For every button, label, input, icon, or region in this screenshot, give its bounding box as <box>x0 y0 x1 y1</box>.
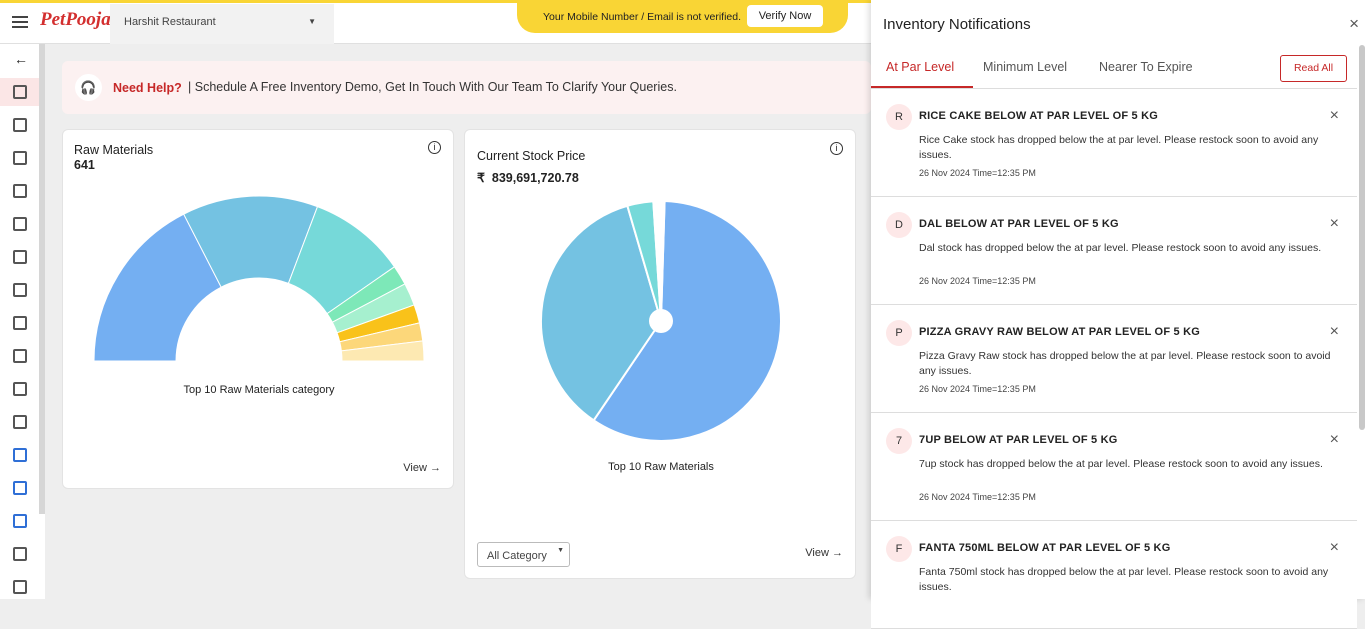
notification-time: 26 Nov 2024 Time=12:35 PM <box>919 384 1036 394</box>
notification-text: Fanta 750ml stock has dropped below the … <box>919 566 1329 593</box>
nav-icon[interactable] <box>13 415 27 429</box>
active-nav <box>0 78 39 106</box>
notification-title: PIZZA GRAVY RAW BELOW AT PAR LEVEL OF 5 … <box>919 326 1200 338</box>
nav-icon[interactable] <box>13 382 27 396</box>
nav-icon[interactable] <box>13 250 27 264</box>
headset-icon: 🎧 <box>75 74 102 101</box>
card-title: Current Stock Price <box>477 149 586 163</box>
sidebar <box>0 44 45 599</box>
notification: 7 7UP BELOW AT PAR LEVEL OF 5 KG 7up stock… <box>871 413 1357 521</box>
pie-slice <box>652 200 666 322</box>
pie-slice <box>592 200 782 442</box>
nav-icon[interactable] <box>13 217 27 231</box>
tab[interactable]: At Par Level <box>886 60 955 74</box>
nav-icon[interactable] <box>13 151 27 165</box>
verify-button[interactable]: Verify Now <box>747 5 823 27</box>
notification: P PIZZA GRAVY RAW BELOW AT PAR LEVEL OF 5… <box>871 305 1357 413</box>
view-text: View <box>805 547 829 559</box>
nav-icon[interactable] <box>13 481 27 495</box>
nav-icon[interactable] <box>13 316 27 330</box>
pie-chart <box>540 200 782 442</box>
category-text: All Category <box>487 550 547 562</box>
notification-text: Pizza Gravy Raw stock has dropped below … <box>919 350 1331 377</box>
avatar: D <box>886 212 912 238</box>
stock-price-card: Current Stock Price ₹ 839,691,720.78 i T… <box>464 129 856 579</box>
view-link[interactable]: View → <box>403 462 441 474</box>
chart-caption: Top 10 Raw Materials category <box>183 384 335 396</box>
nav-icon[interactable] <box>13 547 27 561</box>
nav-icon[interactable] <box>13 184 27 198</box>
nav-icon[interactable] <box>13 349 27 363</box>
nav-icon[interactable] <box>13 85 27 99</box>
info-icon[interactable]: i <box>830 142 843 155</box>
active-tab-underline <box>871 46 973 88</box>
verify-banner: Your Mobile Number / Email is not verifi… <box>517 0 848 33</box>
info-icon[interactable]: i <box>428 141 441 154</box>
banner-text: Your Mobile Number / Email is not verifi… <box>543 11 742 23</box>
tab[interactable]: Nearer To Expire <box>1099 60 1193 74</box>
nav-icon[interactable] <box>13 448 27 462</box>
nav-icon[interactable] <box>13 118 27 132</box>
notification-time: 26 Nov 2024 Time=12:35 PM <box>919 276 1036 286</box>
notification-title: DAL BELOW AT PAR LEVEL OF 5 KG <box>919 218 1119 230</box>
help-desc: Schedule A Free Inventory Demo, Get In T… <box>194 80 677 94</box>
close-icon[interactable]: × <box>1329 215 1339 232</box>
avatar: F <box>886 536 912 562</box>
back-icon[interactable]: ← <box>14 51 28 67</box>
tab[interactable]: Minimum Level <box>983 60 1068 74</box>
notification-text: 7up stock has dropped below the at par l… <box>919 458 1323 470</box>
avatar: 7 <box>886 428 912 454</box>
scrollbar <box>1359 45 1365 430</box>
card-value: ₹ 839,691,720.78 <box>477 171 579 185</box>
card-title: Raw Materials <box>74 143 154 157</box>
chart-caption: Top 10 Raw Materials <box>608 461 714 473</box>
avatar: R <box>886 104 912 130</box>
donut-segment <box>340 340 425 362</box>
close-icon[interactable]: × <box>1329 107 1339 124</box>
close-icon[interactable]: × <box>1329 323 1339 340</box>
view-link[interactable]: View → <box>805 547 843 559</box>
category-select[interactable]: All Category ▼ <box>477 542 570 567</box>
nav-icon[interactable] <box>13 283 27 297</box>
notification-title: FANTA 750ML BELOW AT PAR LEVEL OF 5 KG <box>919 542 1171 554</box>
view-text: View <box>403 462 427 474</box>
pie-slice <box>540 204 663 422</box>
close-icon[interactable]: × <box>1329 431 1339 448</box>
card-value: 641 <box>74 158 95 172</box>
read-all-button[interactable]: Read All <box>1280 55 1347 82</box>
help-title: Need Help? <box>113 81 182 95</box>
restaurant-name: Harshit Restaurant <box>124 16 216 28</box>
logo[interactable]: PetPooja <box>40 9 111 30</box>
notification: D DAL BELOW AT PAR LEVEL OF 5 KG Dal stock… <box>871 197 1357 305</box>
menu-icon[interactable] <box>12 16 28 28</box>
pie-hole <box>649 309 673 333</box>
notification-time: 26 Nov 2024 Time=12:35 PM <box>919 492 1036 502</box>
notification-title: 7UP BELOW AT PAR LEVEL OF 5 KG <box>919 434 1118 446</box>
restaurant-select[interactable]: Harshit Restaurant ▼ <box>110 4 334 44</box>
notification-title: RICE CAKE BELOW AT PAR LEVEL OF 5 KG <box>919 110 1159 122</box>
nav-icon[interactable] <box>13 514 27 528</box>
help-text: | Schedule A Free Inventory Demo, Get In… <box>188 80 677 94</box>
close-icon[interactable]: × <box>1329 539 1339 556</box>
help-banner: 🎧 Need Help? | Schedule A Free Inventory… <box>62 61 871 114</box>
avatar: P <box>886 320 912 346</box>
half-donut-chart <box>93 195 425 362</box>
donut-segment <box>93 213 222 362</box>
notification-text: Rice Cake stock has dropped below the at… <box>919 134 1319 161</box>
nav-icon[interactable] <box>13 580 27 594</box>
notification-text: Dal stock has dropped below the at par l… <box>919 242 1322 254</box>
notification: R RICE CAKE BELOW AT PAR LEVEL OF 5 KG Ric… <box>871 89 1357 197</box>
raw-materials-card: Raw Materials 641 i Top 10 Raw Materials… <box>62 129 454 489</box>
panel-title: Inventory Notifications <box>883 16 1031 33</box>
notification-time: 26 Nov 2024 Time=12:35 PM <box>919 168 1036 178</box>
notification: F FANTA 750ML BELOW AT PAR LEVEL OF 5 KG F… <box>871 521 1357 629</box>
panel-close[interactable]: × <box>1349 14 1359 33</box>
